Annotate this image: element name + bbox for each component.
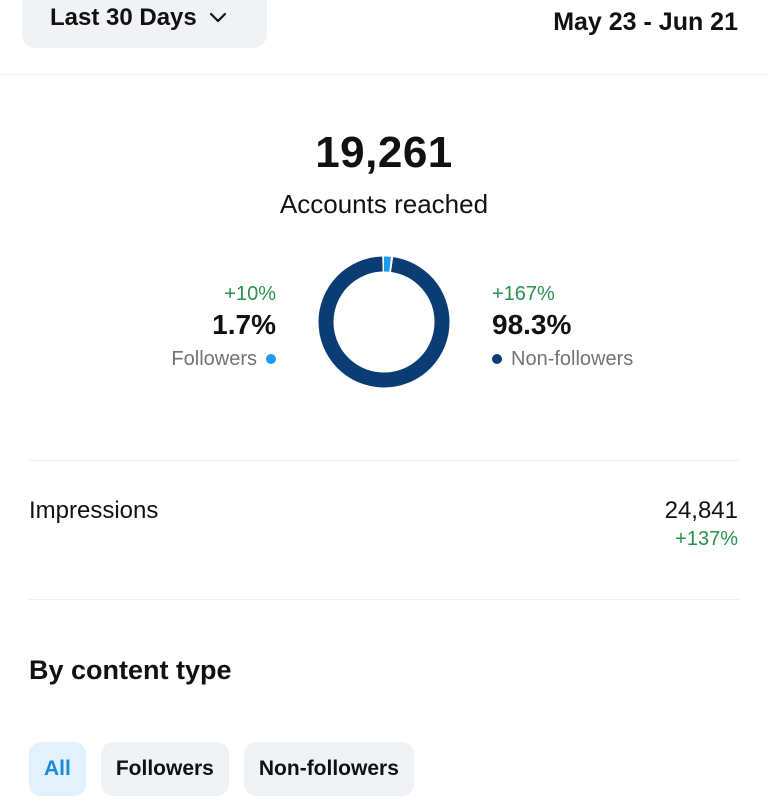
filter-chip-all[interactable]: All	[29, 742, 86, 796]
impressions-label: Impressions	[29, 497, 159, 524]
impressions-change: +137%	[675, 528, 738, 550]
followers-dot-icon	[266, 354, 276, 364]
impressions-value: 24,841	[664, 497, 738, 524]
content-type-filters: All Followers Non-followers	[29, 742, 414, 796]
non-followers-legend: Non-followers	[492, 346, 633, 372]
followers-change: +10%	[224, 283, 276, 305]
followers-percent: 1.7%	[212, 309, 276, 340]
content-type-title: By content type	[29, 655, 232, 685]
donut-segment-non-followers	[318, 256, 450, 388]
chevron-down-icon	[209, 11, 227, 29]
date-range-text: May 23 - Jun 21	[553, 8, 738, 36]
non-followers-percent: 98.3%	[492, 309, 572, 340]
divider	[28, 460, 740, 461]
accounts-reached-value: 19,261	[315, 128, 453, 177]
non-followers-legend-label: Non-followers	[511, 348, 634, 370]
non-followers-change: +167%	[492, 283, 555, 305]
header-bar: Last 30 Days May 23 - Jun 21	[0, 0, 768, 75]
non-followers-dot-icon	[492, 354, 502, 364]
date-range-selector[interactable]: Last 30 Days	[22, 0, 267, 48]
reach-donut-chart	[318, 256, 450, 388]
donut-segment-followers	[318, 256, 450, 388]
filter-chip-followers[interactable]: Followers	[100, 742, 229, 796]
accounts-reached-label: Accounts reached	[279, 189, 489, 219]
date-range-selector-label: Last 30 Days	[50, 4, 197, 31]
filter-chip-non-followers[interactable]: Non-followers	[243, 742, 414, 796]
followers-stat: +10% 1.7% Followers	[171, 282, 276, 372]
followers-legend-label: Followers	[171, 348, 257, 370]
non-followers-stat: +167% 98.3% Non-followers	[492, 282, 633, 372]
divider	[28, 599, 740, 600]
followers-legend: Followers	[171, 346, 276, 372]
